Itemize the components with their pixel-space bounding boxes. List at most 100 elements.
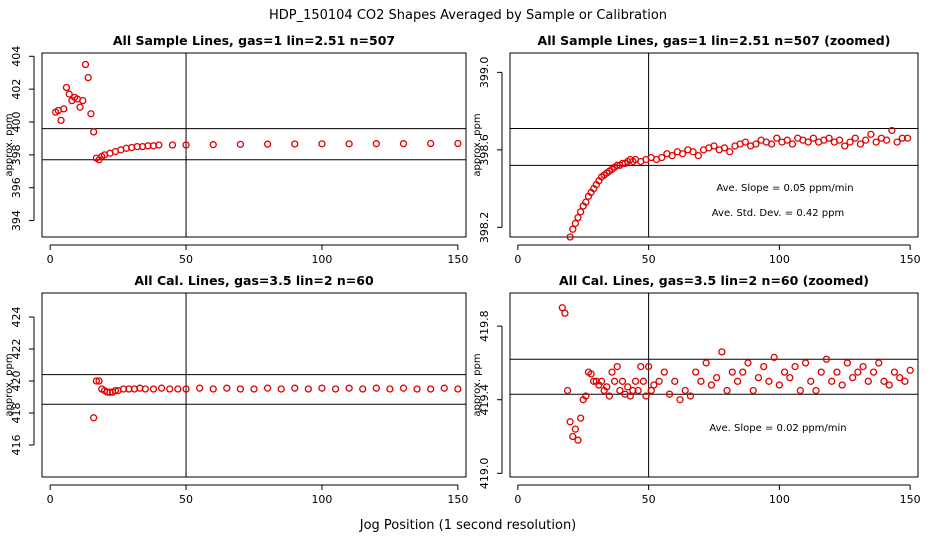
data-point bbox=[710, 142, 718, 150]
data-point bbox=[569, 225, 577, 233]
data-point bbox=[888, 126, 896, 135]
data-point bbox=[618, 377, 627, 385]
figure-xlabel: Jog Position (1 second resolution) bbox=[359, 518, 577, 533]
data-point bbox=[566, 418, 574, 426]
data-point bbox=[890, 368, 899, 376]
data-points bbox=[51, 60, 462, 164]
data-point bbox=[733, 377, 742, 385]
y-tick-label: 418 bbox=[10, 403, 23, 424]
data-point bbox=[174, 385, 182, 393]
data-point bbox=[665, 390, 674, 398]
data-point bbox=[697, 377, 705, 385]
data-point bbox=[89, 128, 98, 136]
data-point bbox=[846, 138, 854, 146]
data-point bbox=[767, 140, 776, 148]
y-tick-label: 416 bbox=[10, 435, 23, 456]
y-tick-label: 422 bbox=[10, 339, 23, 360]
data-point bbox=[754, 373, 763, 382]
y-tick-label: 394 bbox=[10, 210, 23, 231]
data-point bbox=[440, 384, 448, 392]
data-point bbox=[862, 136, 870, 144]
data-point bbox=[277, 385, 285, 393]
data-point bbox=[605, 392, 614, 400]
chart-panel-2: All Sample Lines, gas=1 lin=2.51 n=507 (… bbox=[472, 33, 921, 266]
data-point bbox=[629, 386, 637, 395]
data-point bbox=[686, 392, 695, 400]
data-point bbox=[773, 134, 781, 142]
data-point bbox=[770, 353, 778, 362]
data-point bbox=[780, 368, 789, 376]
data-points bbox=[566, 126, 912, 241]
y-axis-label: approx. ppm bbox=[472, 353, 483, 416]
y-tick-label: 399.0 bbox=[478, 57, 491, 89]
data-point bbox=[906, 366, 914, 374]
x-tick-label: 0 bbox=[514, 253, 521, 266]
data-point bbox=[658, 153, 666, 162]
data-point bbox=[571, 425, 580, 433]
data-point bbox=[62, 83, 71, 92]
data-point bbox=[760, 362, 768, 371]
data-point bbox=[413, 385, 421, 393]
data-point bbox=[590, 377, 598, 385]
data-point bbox=[345, 140, 353, 148]
data-point bbox=[896, 373, 904, 382]
y-tick-label: 402 bbox=[10, 79, 23, 100]
x-tick-label: 50 bbox=[642, 493, 656, 506]
data-point bbox=[386, 385, 394, 393]
plot-frame bbox=[41, 292, 467, 478]
data-point bbox=[689, 148, 697, 156]
chart-panel-3: All Cal. Lines, gas=3.5 lin=2 n=60 approx… bbox=[4, 273, 468, 506]
data-point bbox=[291, 140, 299, 148]
x-tick-label: 150 bbox=[900, 493, 921, 506]
data-point bbox=[111, 386, 120, 395]
data-point bbox=[786, 373, 794, 382]
plot-frame bbox=[41, 52, 467, 238]
data-point bbox=[250, 385, 258, 393]
data-point bbox=[331, 385, 340, 393]
data-point bbox=[791, 362, 799, 371]
data-point bbox=[209, 141, 217, 149]
data-point bbox=[399, 384, 408, 392]
figure-title: HDP_150104 CO2 Shapes Averaged by Sample… bbox=[269, 8, 667, 23]
data-point bbox=[702, 359, 710, 367]
data-point bbox=[563, 386, 572, 395]
data-point bbox=[57, 116, 65, 125]
data-point bbox=[318, 384, 326, 392]
data-point bbox=[676, 396, 684, 404]
data-point bbox=[597, 377, 606, 385]
data-point bbox=[901, 377, 909, 385]
annotation: Ave. Slope = 0.02 ppm/min bbox=[709, 423, 846, 434]
data-point bbox=[841, 142, 849, 150]
data-point bbox=[822, 355, 831, 363]
x-tick-label: 150 bbox=[900, 253, 921, 266]
data-point bbox=[345, 384, 353, 392]
data-point bbox=[720, 144, 729, 152]
data-point bbox=[263, 384, 272, 392]
data-point bbox=[783, 136, 791, 144]
data-point bbox=[642, 392, 650, 400]
data-point bbox=[812, 386, 820, 395]
data-point bbox=[263, 140, 272, 148]
panel-title: All Cal. Lines, gas=3.5 lin=2 n=60 bbox=[134, 273, 374, 288]
data-point bbox=[903, 134, 912, 142]
y-tick-label: 420 bbox=[10, 371, 23, 392]
data-point bbox=[631, 377, 640, 385]
plot-frame bbox=[509, 292, 919, 478]
y-tick-label: 398 bbox=[10, 144, 23, 165]
x-tick-label: 100 bbox=[769, 253, 790, 266]
data-point bbox=[817, 368, 825, 376]
data-point bbox=[89, 414, 98, 422]
data-point bbox=[569, 432, 577, 441]
data-point bbox=[587, 370, 595, 378]
data-point bbox=[639, 377, 648, 385]
data-point bbox=[833, 368, 841, 376]
data-point bbox=[427, 385, 435, 393]
data-point bbox=[775, 381, 784, 389]
data-point bbox=[149, 385, 158, 393]
panel-title: All Sample Lines, gas=1 lin=2.51 n=507 bbox=[113, 33, 395, 48]
data-point bbox=[739, 368, 747, 376]
data-point bbox=[660, 368, 668, 376]
x-tick-label: 0 bbox=[47, 253, 54, 266]
data-points bbox=[558, 304, 914, 444]
data-point bbox=[95, 377, 103, 385]
